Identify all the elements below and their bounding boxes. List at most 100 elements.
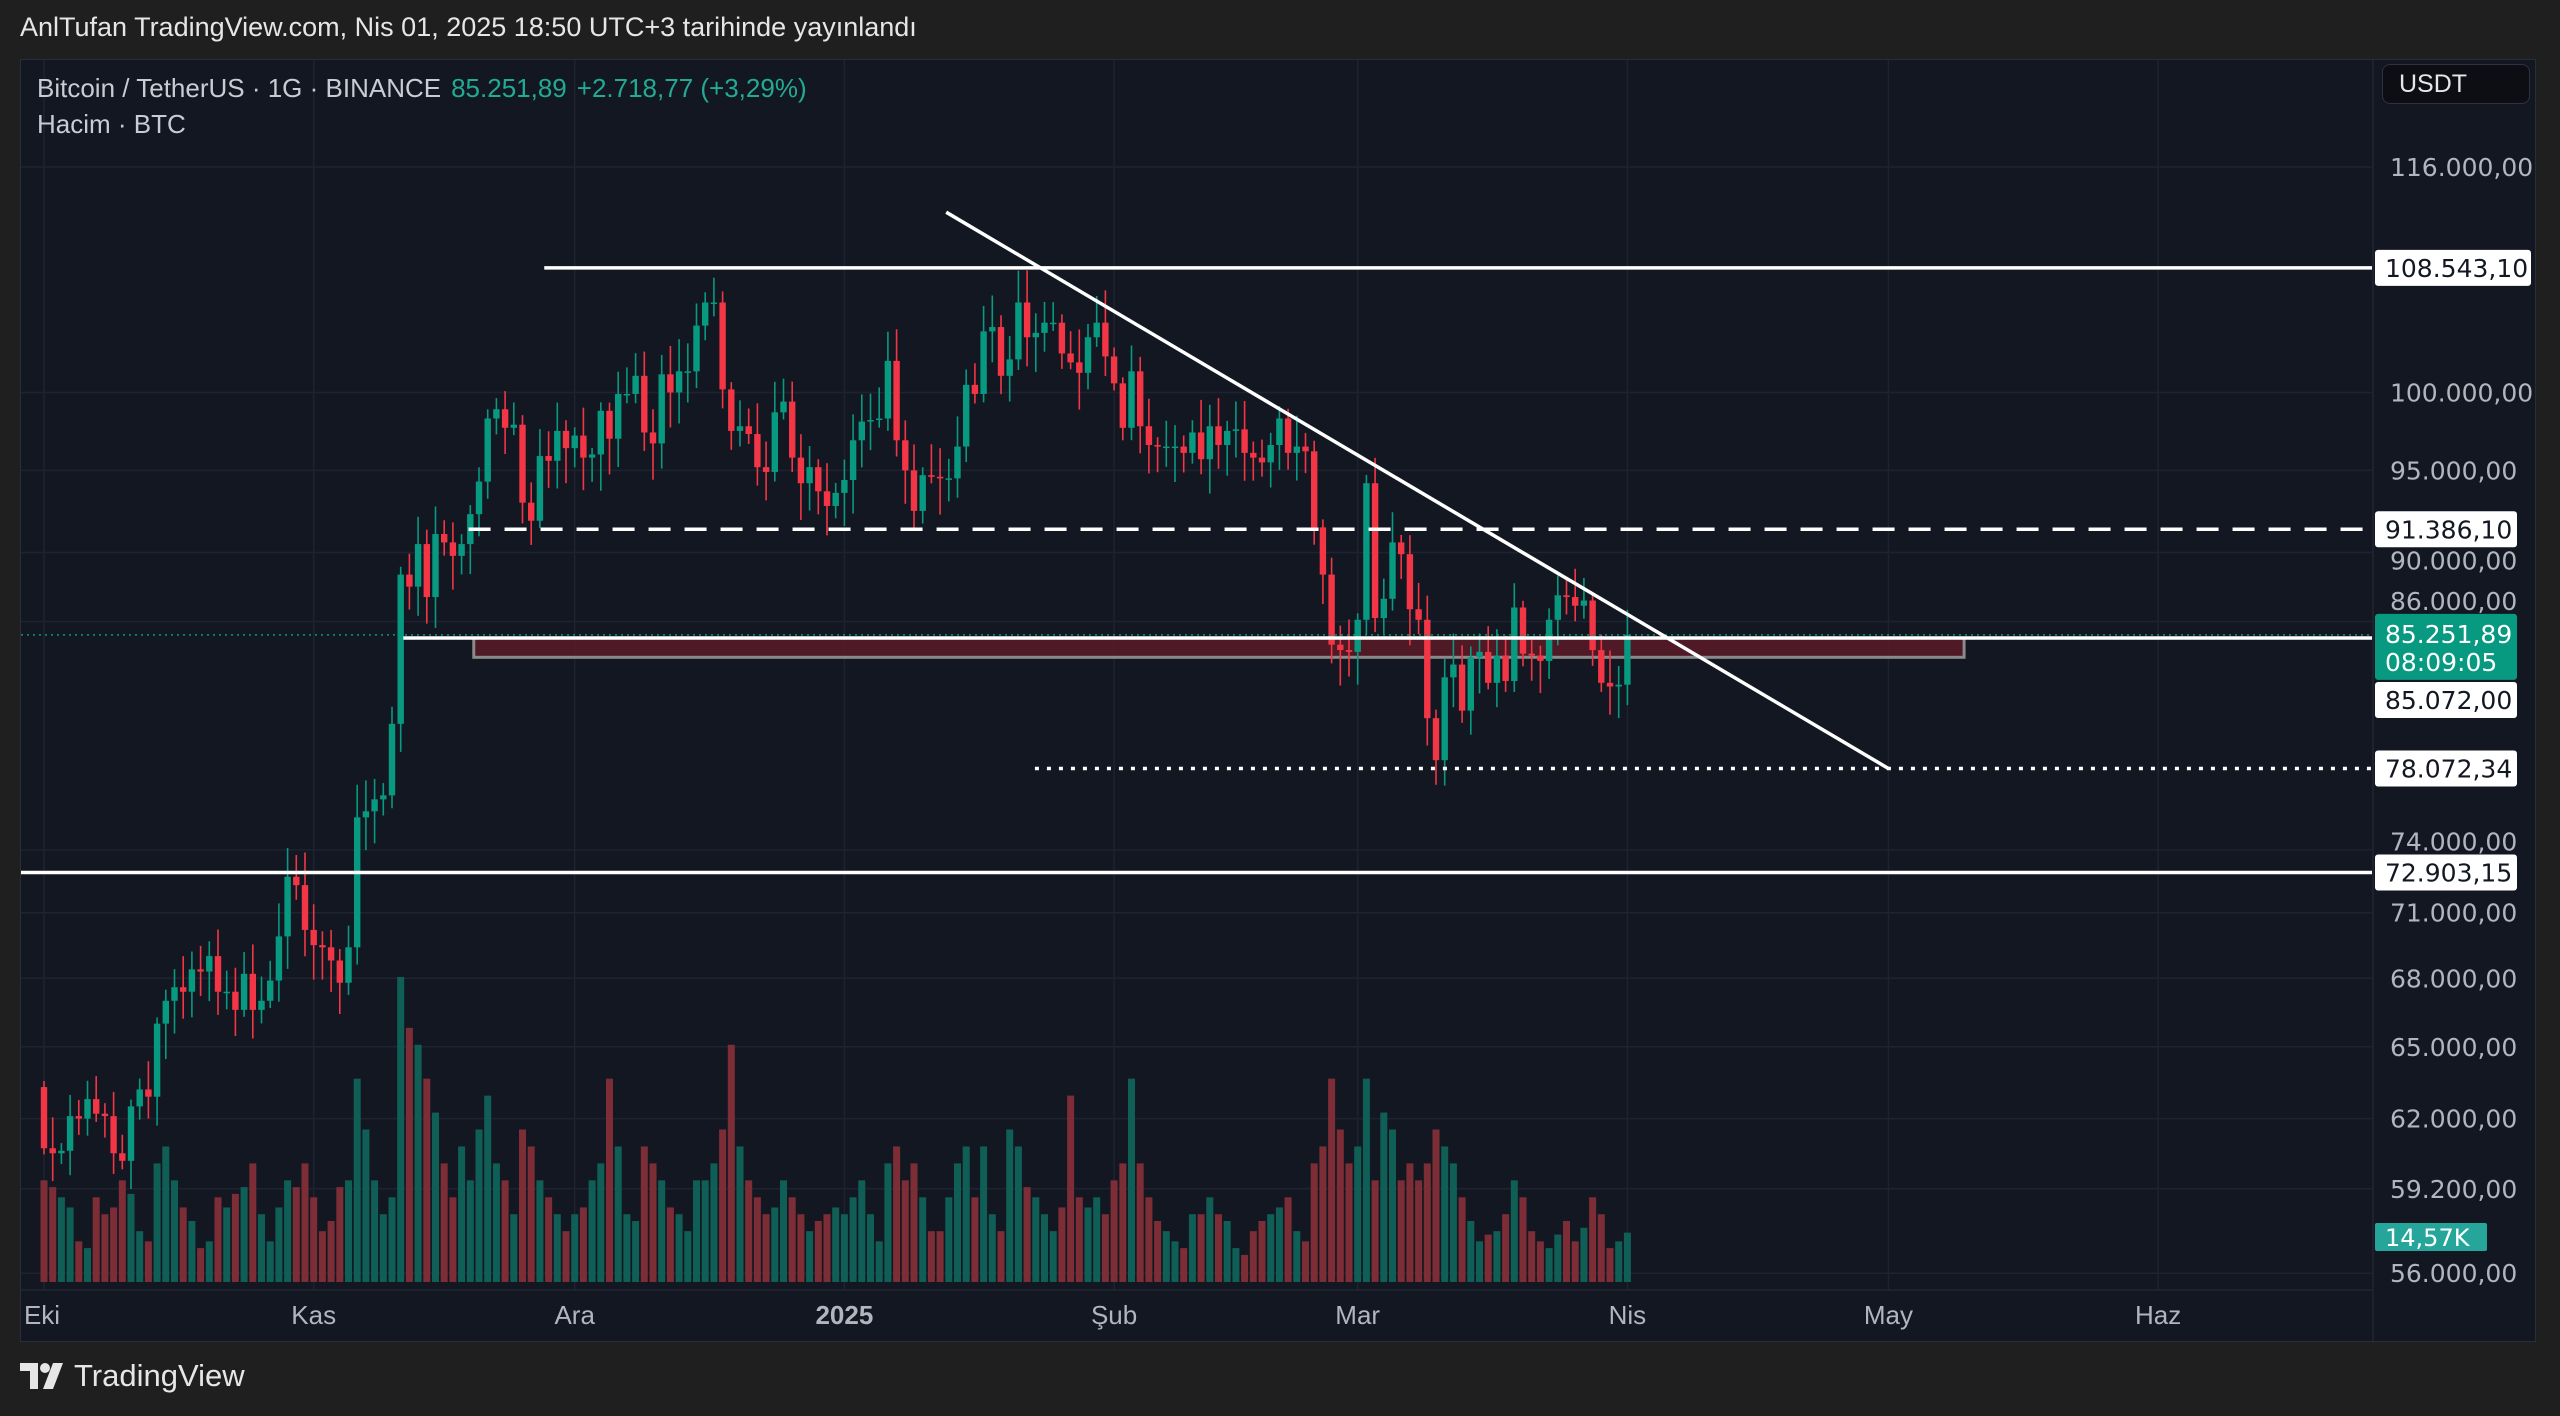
candle-body [1189, 432, 1196, 453]
volume-bar [92, 1197, 100, 1282]
candle-body [1537, 655, 1544, 661]
volume-bar [962, 1146, 970, 1282]
time-tick-label: Şub [1091, 1300, 1137, 1330]
price-tick-label: 74.000,00 [2390, 828, 2517, 857]
volume-bar [1328, 1078, 1336, 1282]
volume-bar [623, 1214, 631, 1282]
candle-body [1171, 446, 1179, 449]
candle-body [1267, 444, 1274, 463]
candle-body [771, 412, 778, 472]
candle-body [649, 432, 657, 444]
candle-body [823, 491, 831, 506]
volume-bar [40, 1180, 48, 1282]
candle-body [841, 479, 848, 493]
last-volume-label: 14,57K [2385, 1224, 2471, 1252]
candle-body [1328, 574, 1335, 645]
candle-body [1128, 371, 1135, 428]
volume-indicator-label[interactable]: Hacim · BTC [37, 109, 186, 139]
candle-body [588, 454, 596, 458]
volume-bar [1519, 1197, 1527, 1282]
currency-button[interactable]: USDT [2382, 64, 2530, 104]
volume-bar [527, 1146, 535, 1282]
volume-bar [1275, 1207, 1283, 1282]
candle-body [1232, 429, 1240, 431]
candle-body [945, 478, 952, 480]
candle-body [858, 421, 865, 441]
candle-body [75, 1116, 82, 1119]
chart-pane[interactable] [20, 59, 2536, 1342]
candle-body [1224, 430, 1231, 445]
candle-body [910, 470, 918, 511]
candle-body [1145, 426, 1153, 445]
tradingview-logo[interactable]: TradingView [20, 1358, 245, 1394]
candle-body [240, 973, 248, 1010]
volume-bar [310, 1197, 318, 1282]
price-change: +2.718,77 (+3,29%) [576, 73, 807, 103]
level-price-label: 72.903,15 [2385, 859, 2512, 888]
volume-bar [1293, 1231, 1301, 1282]
candle-body [832, 492, 839, 506]
volume-bar [849, 1197, 857, 1282]
candle-body [1197, 432, 1205, 460]
volume-bar [84, 1248, 91, 1282]
candle-body [258, 1000, 265, 1010]
volume-bar [954, 1163, 961, 1282]
volume-bar [1041, 1214, 1048, 1282]
candle-body [380, 795, 387, 800]
candle-body [519, 424, 526, 503]
candle-body [1032, 332, 1039, 338]
price-tick-label: 90.000,00 [2390, 546, 2517, 575]
level-price-label-box [2375, 682, 2517, 718]
candle-body [675, 371, 683, 393]
symbol-title[interactable]: Bitcoin / TetherUS · 1G · BINANCE [37, 73, 442, 103]
price-tick-label: 65.000,00 [2390, 1033, 2517, 1062]
volume-bar [1354, 1146, 1362, 1282]
candle-body [632, 375, 639, 394]
volume-bar [588, 1180, 596, 1282]
candle-body [571, 435, 578, 449]
volume-bar [1389, 1129, 1396, 1282]
candle-body [1015, 302, 1022, 360]
volume-bar [1432, 1129, 1440, 1282]
candle-body [658, 374, 665, 444]
volume-bar [1223, 1221, 1231, 1282]
candle-body [414, 544, 422, 587]
candle-body [188, 969, 196, 992]
candle-body [554, 430, 561, 461]
volume-bar [884, 1163, 892, 1282]
candle-body [371, 799, 378, 812]
candle-body [1415, 609, 1422, 620]
candle-body [145, 1089, 152, 1097]
volume-bar [1536, 1241, 1544, 1282]
price-tick-label: 68.000,00 [2390, 964, 2517, 993]
candle-body [719, 302, 726, 390]
candle-body [667, 374, 674, 393]
volume-bar [1171, 1241, 1179, 1282]
volume-bar [1597, 1214, 1605, 1282]
candle-body [997, 327, 1005, 376]
volume-bar [336, 1187, 344, 1282]
volume-bar [1128, 1078, 1135, 1282]
candle-body [1110, 356, 1118, 384]
candle-body [1337, 644, 1344, 651]
volume-bar [640, 1146, 648, 1282]
candle-body [780, 401, 787, 413]
candle-body [101, 1113, 109, 1117]
price-tick-label: 62.000,00 [2390, 1105, 2517, 1134]
candle-body [1354, 619, 1361, 652]
volume-bar [179, 1207, 187, 1282]
time-tick-label: Ara [554, 1300, 595, 1330]
volume-bar [1545, 1248, 1553, 1282]
candle-body [1084, 337, 1092, 373]
volume-bar [945, 1197, 953, 1282]
volume-bar [1449, 1163, 1457, 1282]
volume-bar [675, 1214, 683, 1282]
volume-bar [1067, 1095, 1075, 1282]
candle-body [127, 1106, 135, 1161]
candle-body [736, 426, 744, 431]
level-price-label: 78.072,34 [2385, 754, 2512, 783]
volume-bar [693, 1180, 700, 1282]
candle-body [249, 973, 256, 1010]
volume-bar [1371, 1180, 1379, 1282]
